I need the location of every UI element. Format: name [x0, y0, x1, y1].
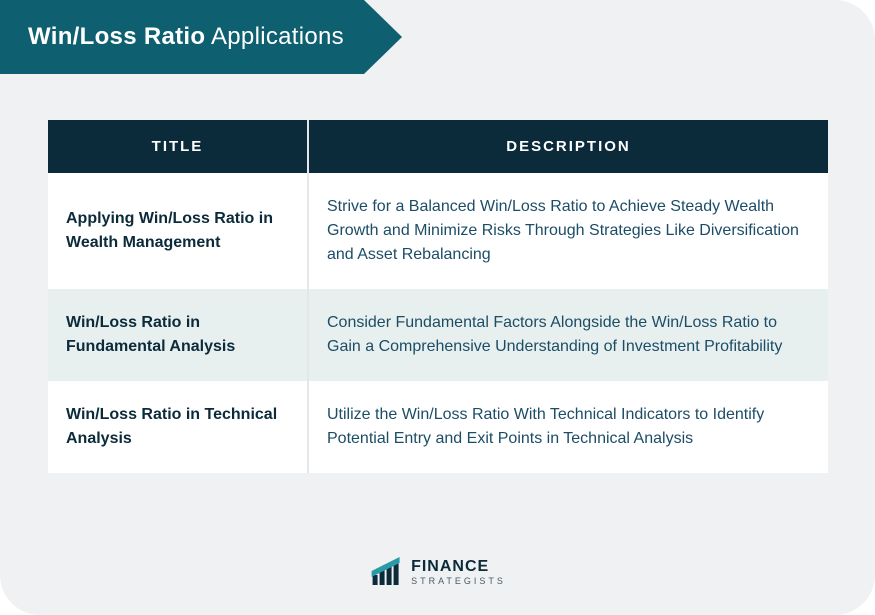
page-title: Win/Loss Ratio Applications [28, 23, 344, 51]
table-header-row: TITLE DESCRIPTION [48, 120, 828, 173]
page-title-bold: Win/Loss Ratio [28, 23, 205, 50]
title-banner: Win/Loss Ratio Applications [0, 0, 402, 74]
brand-logo: FINANCE STRATEGISTS [369, 557, 506, 587]
brand-name-bottom: STRATEGISTS [411, 577, 506, 586]
row-description: Utilize the Win/Loss Ratio With Technica… [308, 381, 828, 473]
banner-arrow-shape [364, 0, 402, 74]
table-row: Win/Loss Ratio in Fundamental Analysis C… [48, 289, 828, 381]
table-header-description: DESCRIPTION [308, 120, 828, 173]
brand-name-top: FINANCE [411, 559, 506, 575]
table-header-title: TITLE [48, 120, 308, 173]
row-description: Consider Fundamental Factors Alongside t… [308, 289, 828, 381]
applications-table: TITLE DESCRIPTION Applying Win/Loss Rati… [48, 120, 828, 473]
title-banner-body: Win/Loss Ratio Applications [0, 0, 364, 74]
table-row: Win/Loss Ratio in Technical Analysis Uti… [48, 381, 828, 473]
card-container: Win/Loss Ratio Applications TITLE DESCRI… [0, 0, 875, 615]
row-description: Strive for a Balanced Win/Loss Ratio to … [308, 173, 828, 289]
row-title: Applying Win/Loss Ratio in Wealth Manage… [48, 173, 308, 289]
brand-logo-mark [369, 557, 403, 587]
row-title: Win/Loss Ratio in Technical Analysis [48, 381, 308, 473]
page-title-light: Applications [205, 23, 344, 50]
row-title: Win/Loss Ratio in Fundamental Analysis [48, 289, 308, 381]
brand-logo-text: FINANCE STRATEGISTS [411, 559, 506, 586]
table-row: Applying Win/Loss Ratio in Wealth Manage… [48, 173, 828, 289]
